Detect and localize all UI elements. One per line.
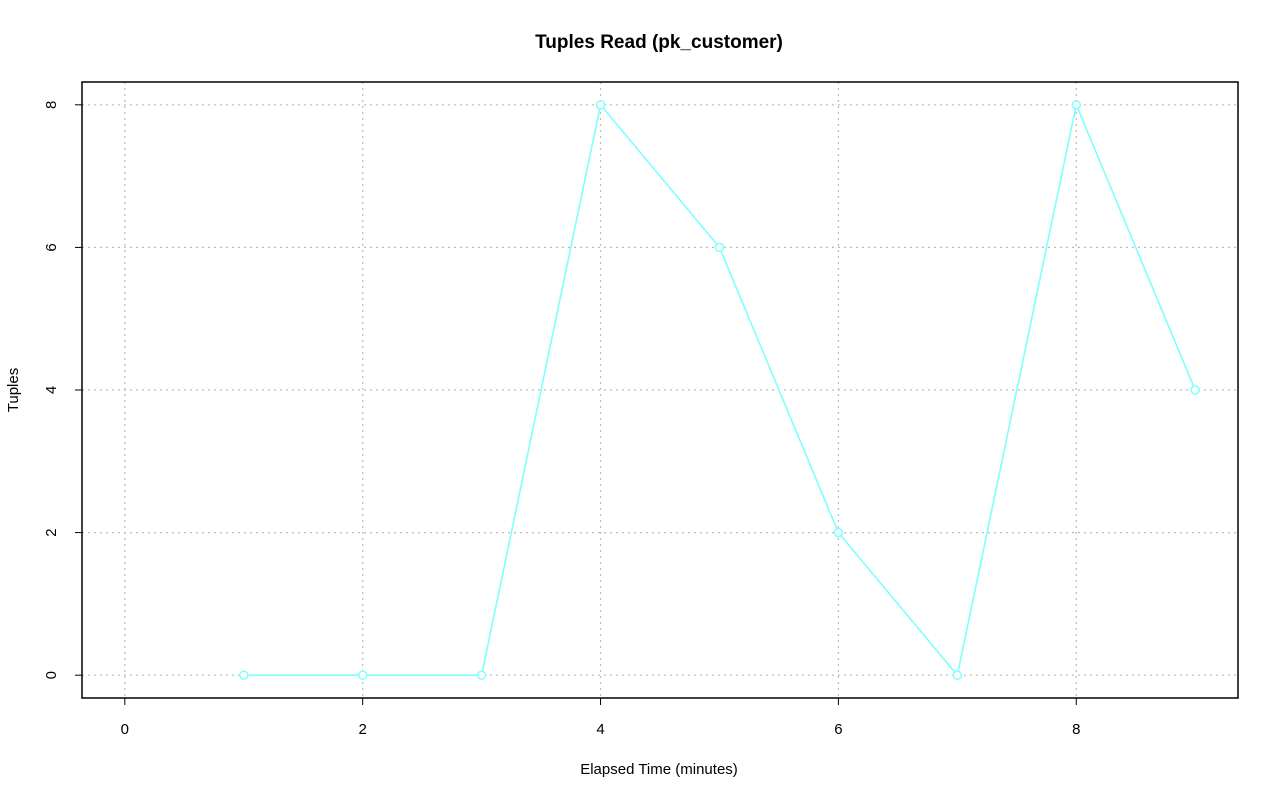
data-point xyxy=(357,670,368,680)
y-tick-label: 6 xyxy=(43,243,60,251)
x-tick-label: 8 xyxy=(1072,721,1080,738)
data-point xyxy=(238,670,249,680)
y-tick-label: 4 xyxy=(43,386,60,394)
data-point xyxy=(1071,100,1082,110)
x-tick-label: 2 xyxy=(359,721,367,738)
data-point xyxy=(952,670,963,680)
x-tick-label: 4 xyxy=(596,721,604,738)
y-tick-label: 8 xyxy=(43,101,60,109)
x-tick-label: 6 xyxy=(834,721,842,738)
plot-area xyxy=(238,100,1200,680)
x-axis-label: Elapsed Time (minutes) xyxy=(580,761,738,778)
x-tick-label: 0 xyxy=(121,721,129,738)
y-axis-label: Tuples xyxy=(5,368,22,412)
data-point xyxy=(476,670,487,680)
y-tick-label: 0 xyxy=(43,671,60,679)
data-point xyxy=(1190,385,1200,395)
data-point xyxy=(833,527,844,538)
grid xyxy=(82,82,1238,698)
data-point xyxy=(714,242,725,253)
chart-title: Tuples Read (pk_customer) xyxy=(535,32,783,53)
data-point xyxy=(595,100,606,110)
y-tick-label: 2 xyxy=(43,528,60,536)
